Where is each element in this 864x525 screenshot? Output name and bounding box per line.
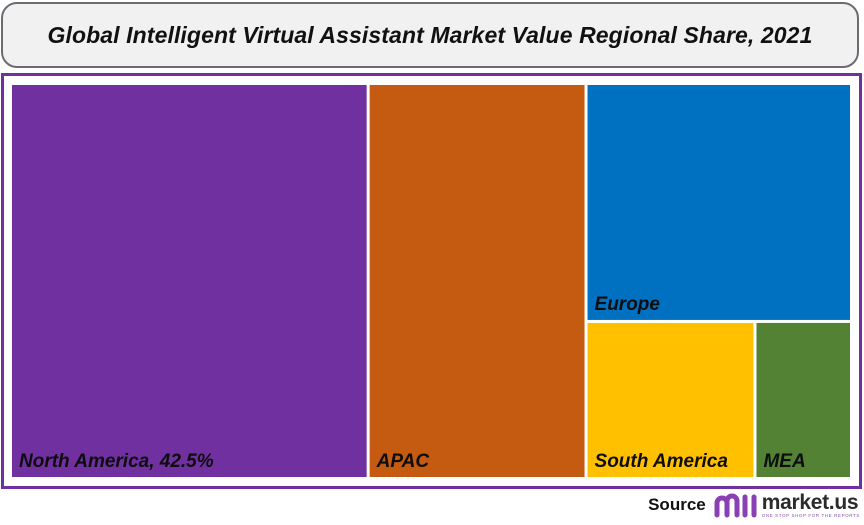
tile-europe	[587, 85, 850, 320]
tile-label-north-america: North America, 42.5%	[19, 451, 214, 472]
tile-label-apac: APAC	[376, 451, 430, 472]
tile-south-america	[587, 322, 754, 477]
source-attribution: Source market.us ONE STOP SHOP FOR THE R…	[648, 490, 860, 520]
brand-tagline: ONE STOP SHOP FOR THE REPORTS	[761, 512, 860, 518]
tile-mea	[756, 322, 850, 477]
tile-apac	[369, 85, 585, 477]
market-us-logo: market.us ONE STOP SHOP FOR THE REPORTS	[714, 491, 860, 519]
brand-name: market.us	[761, 490, 859, 514]
treemap-chart: North America, 42.5% APAC Europe South Amer…	[12, 85, 850, 477]
tile-label-south-america: South America	[595, 451, 729, 472]
tile-label-europe: Europe	[595, 294, 661, 315]
chart-title-box: Global Intelligent Virtual Assistant Mar…	[1, 2, 859, 68]
chart-title: Global Intelligent Virtual Assistant Mar…	[47, 21, 813, 48]
market-us-logo-icon	[714, 493, 757, 518]
source-label: Source	[648, 495, 706, 514]
tile-label-mea: MEA	[763, 451, 805, 472]
tile-north-america	[12, 85, 367, 477]
